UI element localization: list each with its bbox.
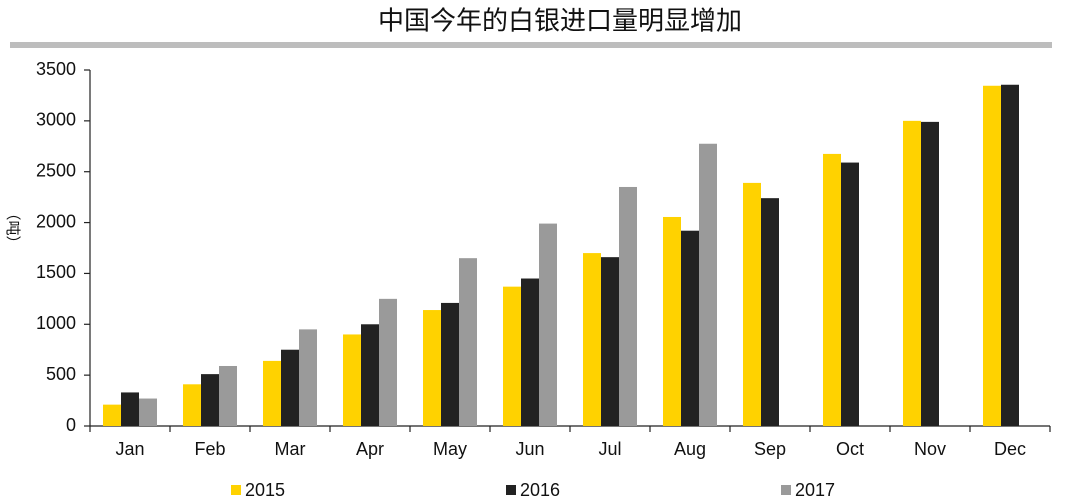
y-tick-label: 0 bbox=[66, 415, 76, 435]
legend-swatch bbox=[231, 485, 241, 495]
x-tick-label: Sep bbox=[754, 439, 786, 459]
title-rule bbox=[10, 42, 1052, 48]
bar bbox=[921, 121, 939, 427]
y-tick-label: 1500 bbox=[36, 262, 76, 282]
x-tick-label: Mar bbox=[275, 439, 306, 459]
y-axis-label: （吨） bbox=[4, 205, 21, 250]
x-tick-label: Jan bbox=[115, 439, 144, 459]
y-tick-label: 500 bbox=[46, 364, 76, 384]
x-tick-label: Jul bbox=[598, 439, 621, 459]
bar bbox=[983, 85, 1001, 426]
bar bbox=[699, 143, 717, 426]
bar bbox=[139, 398, 157, 426]
bar bbox=[743, 182, 761, 426]
chart-title: 中国今年的白银进口量明显增加 bbox=[378, 7, 742, 37]
x-tick-label: Dec bbox=[994, 439, 1026, 459]
bar bbox=[361, 324, 379, 426]
x-tick-label: Aug bbox=[674, 439, 706, 459]
y-tick-label: 2000 bbox=[36, 211, 76, 231]
bar bbox=[459, 258, 477, 426]
bar bbox=[583, 253, 601, 426]
bar bbox=[823, 153, 841, 426]
legend-label: 2016 bbox=[520, 480, 560, 500]
bar bbox=[423, 310, 441, 426]
bar bbox=[263, 360, 281, 426]
bar bbox=[299, 329, 317, 426]
x-tick-label: Apr bbox=[356, 439, 384, 459]
y-tick-label: 3000 bbox=[36, 110, 76, 130]
bar bbox=[681, 230, 699, 426]
bar bbox=[601, 257, 619, 426]
bar bbox=[521, 278, 539, 426]
y-tick-label: 1000 bbox=[36, 313, 76, 333]
x-tick-label: Feb bbox=[194, 439, 225, 459]
bar bbox=[903, 120, 921, 426]
bar bbox=[841, 162, 859, 426]
bar bbox=[503, 286, 521, 426]
bar bbox=[343, 334, 361, 426]
bar bbox=[379, 298, 397, 426]
x-tick-label: Oct bbox=[836, 439, 864, 459]
bar bbox=[219, 365, 237, 426]
bar bbox=[1001, 84, 1019, 427]
x-tick-label: Jun bbox=[515, 439, 544, 459]
bar bbox=[441, 302, 459, 426]
bar bbox=[619, 186, 637, 426]
bar bbox=[539, 223, 557, 426]
bar bbox=[103, 404, 121, 426]
bar bbox=[663, 216, 681, 426]
x-tick-label: Nov bbox=[914, 439, 946, 459]
legend-label: 2015 bbox=[245, 480, 285, 500]
y-tick-label: 3500 bbox=[36, 59, 76, 79]
x-tick-label: May bbox=[433, 439, 467, 459]
bar bbox=[121, 392, 139, 426]
bar bbox=[183, 384, 201, 426]
legend-swatch bbox=[506, 485, 516, 495]
legend-label: 2017 bbox=[795, 480, 835, 500]
y-tick-label: 2500 bbox=[36, 160, 76, 180]
bar bbox=[761, 198, 779, 426]
legend-swatch bbox=[781, 485, 791, 495]
bar bbox=[281, 349, 299, 426]
bar bbox=[201, 374, 219, 426]
